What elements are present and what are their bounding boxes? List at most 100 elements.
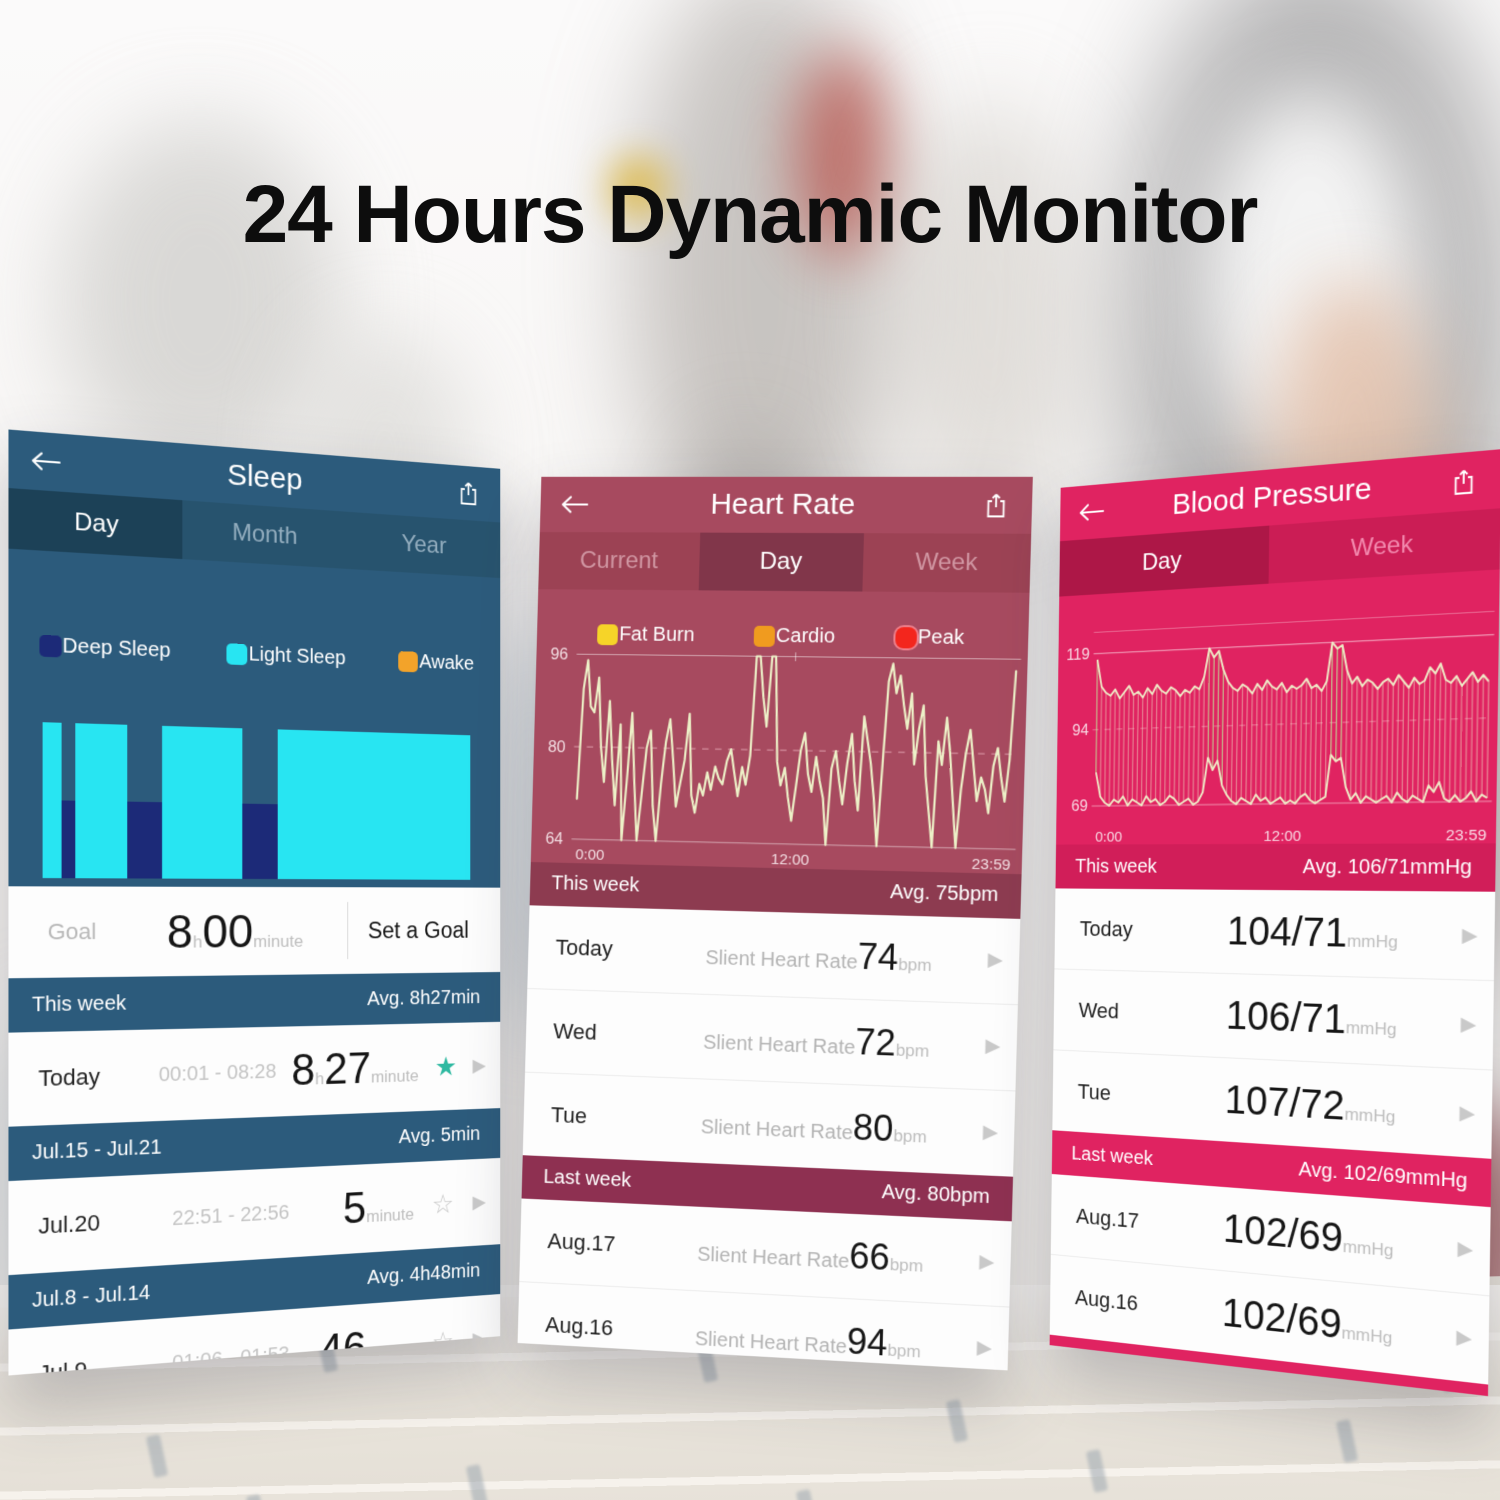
svg-text:23:59: 23:59 (971, 856, 1011, 874)
share-button[interactable] (451, 479, 486, 507)
legend-label: Awake (419, 651, 475, 675)
unit: mmHg (1341, 1322, 1393, 1348)
value: 66 (848, 1234, 891, 1278)
value: 106/71 (1225, 993, 1347, 1042)
heart-rate-history-list: This week Avg. 75bpm Today Slient Heart Rat… (517, 861, 1022, 1371)
back-button[interactable] (1074, 500, 1108, 524)
list-item[interactable]: Today 104/71mmHg ▶ (1054, 888, 1496, 981)
duration-part: minute (370, 1066, 419, 1087)
avg-value: Avg. 106/71mmHg (1302, 855, 1473, 879)
legend-label: Fat Burn (618, 623, 695, 647)
day-label: Wed (1078, 997, 1120, 1024)
star-icon[interactable]: ★ (434, 1051, 457, 1081)
bp-reading: 104/71mmHg (1178, 908, 1452, 958)
list-item[interactable]: Today Slient Heart Rate74bpm ▶ (527, 905, 1021, 1004)
chevron-right-icon: ▶ (1460, 1013, 1477, 1036)
tab-month[interactable]: Month (232, 518, 298, 551)
duration-part: minute (366, 1204, 415, 1227)
star-icon[interactable]: ☆ (431, 1188, 454, 1219)
value-prefix: Slient Heart Rate (705, 946, 858, 974)
chevron-right-icon: ▶ (1457, 1237, 1474, 1261)
chevron-right-icon: ▶ (472, 1055, 486, 1076)
share-button[interactable] (976, 492, 1016, 518)
day-label: Tue (1077, 1079, 1112, 1106)
day-label: Tue (550, 1101, 588, 1129)
value: 94 (846, 1319, 889, 1364)
svg-text:12:00: 12:00 (1263, 828, 1301, 845)
back-arrow-icon (30, 449, 62, 474)
heart-rate-app-screen: Heart Rate Current Day Week Fat Burn Cardio… (517, 476, 1033, 1371)
legend-item: Cardio (753, 625, 835, 649)
sleep-history-list: This week Avg. 8h27min Today 00:01 - 08:28 8… (8, 971, 501, 1376)
bp-reading: 106/71mmHg (1177, 992, 1451, 1047)
back-button[interactable] (556, 494, 594, 516)
tab-week[interactable]: Week (914, 548, 978, 577)
svg-text:94: 94 (1072, 722, 1089, 739)
unit: bpm (886, 1340, 922, 1362)
chevron-right-icon: ▶ (976, 1337, 993, 1360)
resting-heart-rate: Slient Heart Rate74bpm (660, 930, 978, 982)
day-label: Aug.17 (1075, 1203, 1140, 1234)
svg-text:23:59: 23:59 (1446, 827, 1487, 845)
bp-reading: 102/69mmHg (1173, 1286, 1447, 1360)
legend-item: Awake (398, 650, 475, 676)
unit: mmHg (1345, 1017, 1397, 1039)
svg-text:69: 69 (1071, 798, 1088, 815)
value-prefix: Slient Heart Rate (700, 1115, 854, 1145)
background-blur-shape (795, 50, 890, 260)
tab-day[interactable]: Day (698, 532, 865, 592)
blood-pressure-history-list: This week Avg. 106/71mmHg Today 104/71mmHg ▶… (1049, 843, 1496, 1385)
background-blur-shape (608, 155, 668, 220)
tab-current[interactable]: Current (579, 546, 659, 575)
light-sleep-legend-chip (226, 643, 248, 666)
sleep-legend: Deep Sleep Light Sleep Awake (8, 632, 500, 677)
week-label: This week (1075, 855, 1157, 877)
avg-value: Avg. 8h27min (367, 986, 481, 1010)
chevron-right-icon: ▶ (1461, 924, 1478, 947)
day-label: Jul.20 (38, 1209, 101, 1239)
background-blur-shape (60, 120, 340, 480)
cardio-legend-chip (753, 625, 776, 647)
value: 102/69 (1221, 1290, 1342, 1347)
share-button[interactable] (1443, 466, 1484, 496)
page-title: Heart Rate (709, 487, 856, 522)
chevron-right-icon: ▶ (984, 1035, 1001, 1058)
app-header: Heart Rate (540, 477, 1033, 534)
share-icon (983, 492, 1008, 518)
week-label: This week (551, 872, 640, 897)
tab-year[interactable]: Year (401, 530, 447, 560)
back-button[interactable] (26, 449, 66, 475)
unit: mmHg (1342, 1236, 1394, 1261)
week-label: Jul.8 - Jul.14 (31, 1281, 151, 1312)
duration-part: 27 (324, 1044, 371, 1094)
goal-hours-unit: h (192, 932, 203, 952)
value: 102/69 (1222, 1206, 1344, 1261)
day-label: Wed (552, 1018, 598, 1045)
legend-item: Light Sleep (226, 642, 346, 670)
svg-text:0:00: 0:00 (575, 847, 604, 865)
day-label: Aug.17 (547, 1228, 616, 1257)
tab-bar: Current Day Week (538, 532, 1032, 593)
duration-part: 5 (342, 1183, 367, 1234)
heart-rate-legend: Fat Burn Cardio Peak (537, 623, 1029, 651)
tab-day[interactable]: Day (8, 488, 183, 560)
day-label: Today (38, 1063, 101, 1092)
svg-text:0:00: 0:00 (1095, 829, 1122, 844)
bp-reading: 102/69mmHg (1174, 1202, 1448, 1271)
legend-label: Deep Sleep (62, 634, 171, 663)
svg-text:80: 80 (548, 738, 566, 756)
goal-minutes: 00 (202, 905, 254, 958)
legend-label: Peak (917, 626, 965, 649)
section-band: This week Avg. 106/71mmHg (1055, 843, 1496, 892)
unit: bpm (893, 1125, 928, 1147)
day-label: Aug.16 (1074, 1284, 1139, 1316)
goal-hours: 8 (166, 905, 193, 958)
back-arrow-icon (1078, 500, 1105, 523)
set-a-goal-button[interactable]: Set a Goal (348, 916, 487, 945)
chevron-right-icon: ▶ (472, 1191, 486, 1213)
time-range: 00:01 - 08:28 (158, 1060, 277, 1086)
sleep-duration: 8h27minute (291, 1043, 426, 1096)
svg-text:96: 96 (550, 647, 568, 663)
day-label: Aug.16 (544, 1311, 614, 1341)
